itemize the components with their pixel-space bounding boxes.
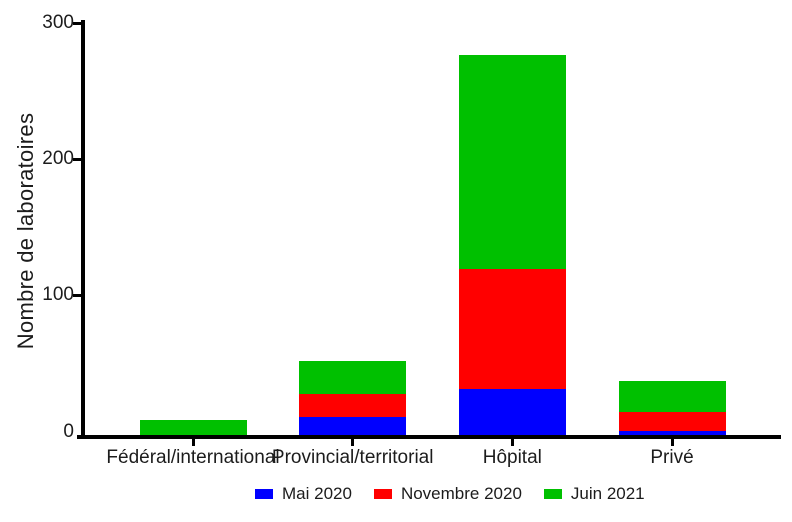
x-axis-line (77, 435, 781, 439)
legend-swatch-icon (373, 489, 392, 499)
legend-swatch-icon (255, 489, 273, 499)
bar-segment-juin-2021-cat1 (299, 361, 407, 395)
y-tick-mark (73, 293, 81, 297)
y-tick-label: 100 (42, 284, 74, 306)
y-tick-mark (73, 157, 81, 161)
legend-label: Juin 2021 (570, 484, 645, 503)
bar-segment-juin-2021-cat3 (618, 380, 726, 412)
bar-segment-mai-2020-cat3 (618, 430, 726, 435)
x-tick-mark (191, 439, 195, 446)
bar-segment-juin-2021-cat0 (139, 420, 247, 435)
x-tick-mark (351, 439, 355, 446)
bar-segment-mai-2020-cat2 (458, 388, 566, 435)
y-axis-line (81, 20, 85, 439)
x-category-label: Provincial/territorial (271, 447, 434, 468)
y-tick-mark (73, 21, 81, 25)
legend-swatch-icon (543, 489, 562, 499)
y-tick-label: 300 (42, 12, 74, 33)
x-category-label: Privé (650, 447, 694, 468)
bar-segment-novembre-2020-cat2 (458, 268, 566, 389)
y-tick-label: 0 (63, 420, 74, 442)
legend-item-novembre-2020: Novembre 2020 (373, 484, 522, 504)
legend-label: Novembre 2020 (400, 484, 522, 503)
x-tick-mark (670, 439, 674, 446)
bar-segment-juin-2021-cat2 (458, 55, 566, 269)
legend: Mai 2020 Novembre 2020 Juin 2021 (255, 484, 645, 504)
legend-item-mai-2020: Mai 2020 (255, 484, 352, 504)
x-tick-mark (510, 439, 514, 446)
y-axis-title: Nombre de laboratoires (13, 112, 38, 350)
y-tick-label: 200 (42, 148, 74, 170)
x-category-label: Hôpital (482, 447, 542, 468)
bar-segment-mai-2020-cat1 (299, 417, 407, 435)
legend-label: Mai 2020 (282, 484, 352, 503)
legend-item-juin-2021: Juin 2021 (543, 484, 645, 504)
x-category-label: Fédéral/international (106, 447, 280, 468)
bar-segment-novembre-2020-cat1 (299, 394, 407, 418)
bar-segment-novembre-2020-cat3 (618, 411, 726, 431)
